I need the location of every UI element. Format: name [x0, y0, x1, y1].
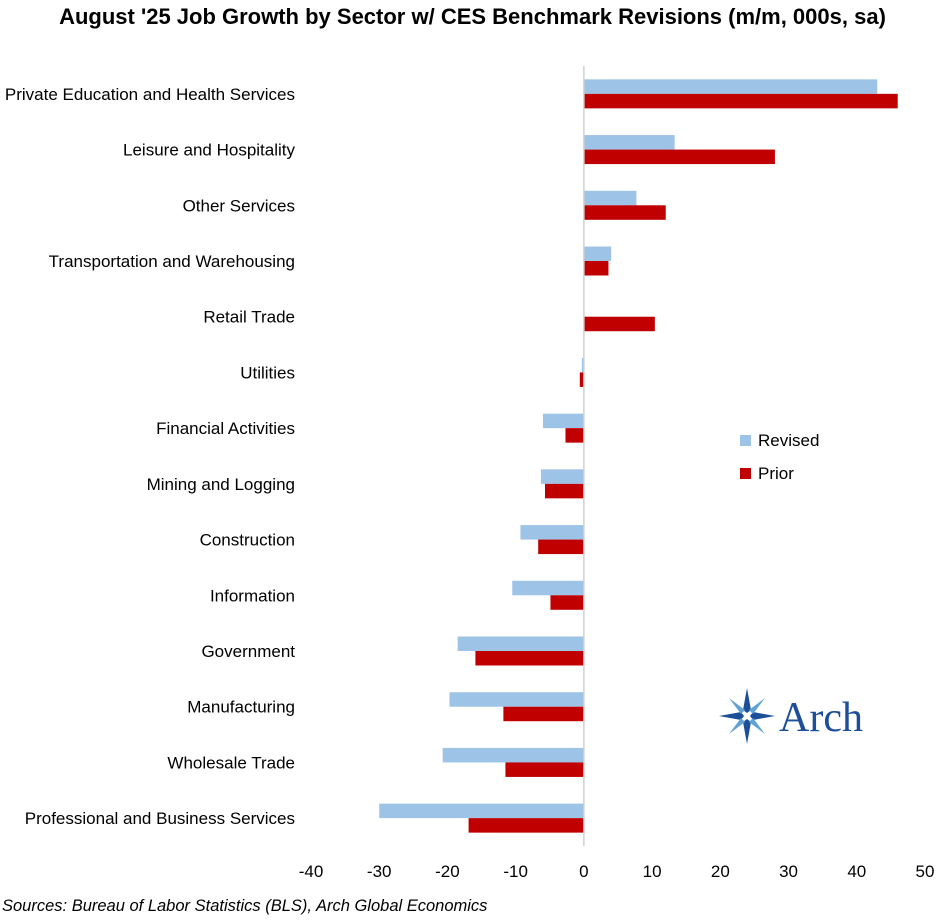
- chart-title: August '25 Job Growth by Sector w/ CES B…: [59, 4, 886, 29]
- legend-swatch-prior: [740, 468, 751, 479]
- bar-revised-5: [581, 357, 584, 373]
- category-label: Government: [201, 642, 295, 661]
- bar-prior-12: [505, 762, 584, 777]
- bar-revised-0: [583, 79, 878, 94]
- bar-revised-9: [512, 580, 584, 596]
- category-label: Other Services: [183, 196, 295, 215]
- x-tick-labels: -40 -30 -20 -10 0 10 20 30 40 50: [299, 862, 935, 881]
- bar-prior-9: [550, 595, 584, 610]
- x-tick-label: -10: [503, 862, 528, 881]
- bar-prior-13: [468, 818, 584, 833]
- category-label: Information: [210, 586, 295, 605]
- x-tick-label: -40: [299, 862, 324, 881]
- bar-prior-5: [579, 372, 584, 387]
- legend-swatch-revised: [740, 435, 751, 446]
- bar-prior-4: [583, 316, 655, 332]
- category-label: Retail Trade: [203, 308, 295, 327]
- bar-prior-11: [503, 706, 584, 722]
- legend: Revised Prior: [740, 431, 819, 483]
- bar-revised-1: [583, 135, 675, 150]
- bar-prior-0: [583, 93, 898, 109]
- bar-revised-7: [540, 469, 584, 484]
- arch-compass-icon: [719, 688, 775, 744]
- x-tick-label: 20: [711, 862, 730, 881]
- category-labels: Private Education and Health Services Lei…: [5, 85, 296, 828]
- category-label: Mining and Logging: [147, 475, 295, 494]
- category-label: Private Education and Health Services: [5, 85, 295, 104]
- category-label: Utilities: [240, 363, 295, 382]
- bar-prior-6: [565, 428, 584, 443]
- x-tick-label: 10: [643, 862, 662, 881]
- legend-label-revised: Revised: [758, 431, 819, 450]
- x-tick-label: 40: [847, 862, 866, 881]
- category-label: Leisure and Hospitality: [123, 141, 295, 160]
- x-tick-label: -30: [367, 862, 392, 881]
- legend-label-prior: Prior: [758, 464, 794, 483]
- bar-prior-7: [545, 483, 584, 499]
- source-note: Sources: Bureau of Labor Statistics (BLS…: [2, 897, 488, 915]
- x-tick-label: 0: [579, 862, 588, 881]
- bar-revised-11: [449, 692, 584, 707]
- arch-logo-text: Arch: [779, 695, 863, 741]
- x-tick-label: 30: [779, 862, 798, 881]
- category-label: Manufacturing: [187, 698, 295, 717]
- bar-revised-10: [457, 636, 584, 651]
- bar-revised-8: [520, 525, 584, 540]
- x-tick-label: -20: [435, 862, 460, 881]
- category-label: Construction: [200, 531, 295, 550]
- x-tick-label: 50: [916, 862, 935, 881]
- bar-prior-1: [583, 149, 775, 165]
- category-label: Professional and Business Services: [25, 809, 295, 828]
- bar-prior-2: [583, 205, 666, 220]
- bar-revised-6: [542, 413, 584, 429]
- arch-logo: Arch: [719, 688, 863, 744]
- bar-revised-3: [583, 246, 612, 261]
- bar-prior-10: [475, 651, 584, 666]
- bar-prior-8: [538, 539, 584, 555]
- category-label: Transportation and Warehousing: [49, 252, 295, 271]
- category-label: Financial Activities: [156, 419, 295, 438]
- bar-revised-13: [379, 803, 584, 819]
- bars-group: [379, 79, 898, 833]
- category-label: Wholesale Trade: [167, 753, 295, 772]
- bar-revised-12: [442, 747, 584, 763]
- bar-prior-3: [583, 261, 609, 276]
- bar-revised-2: [583, 190, 637, 206]
